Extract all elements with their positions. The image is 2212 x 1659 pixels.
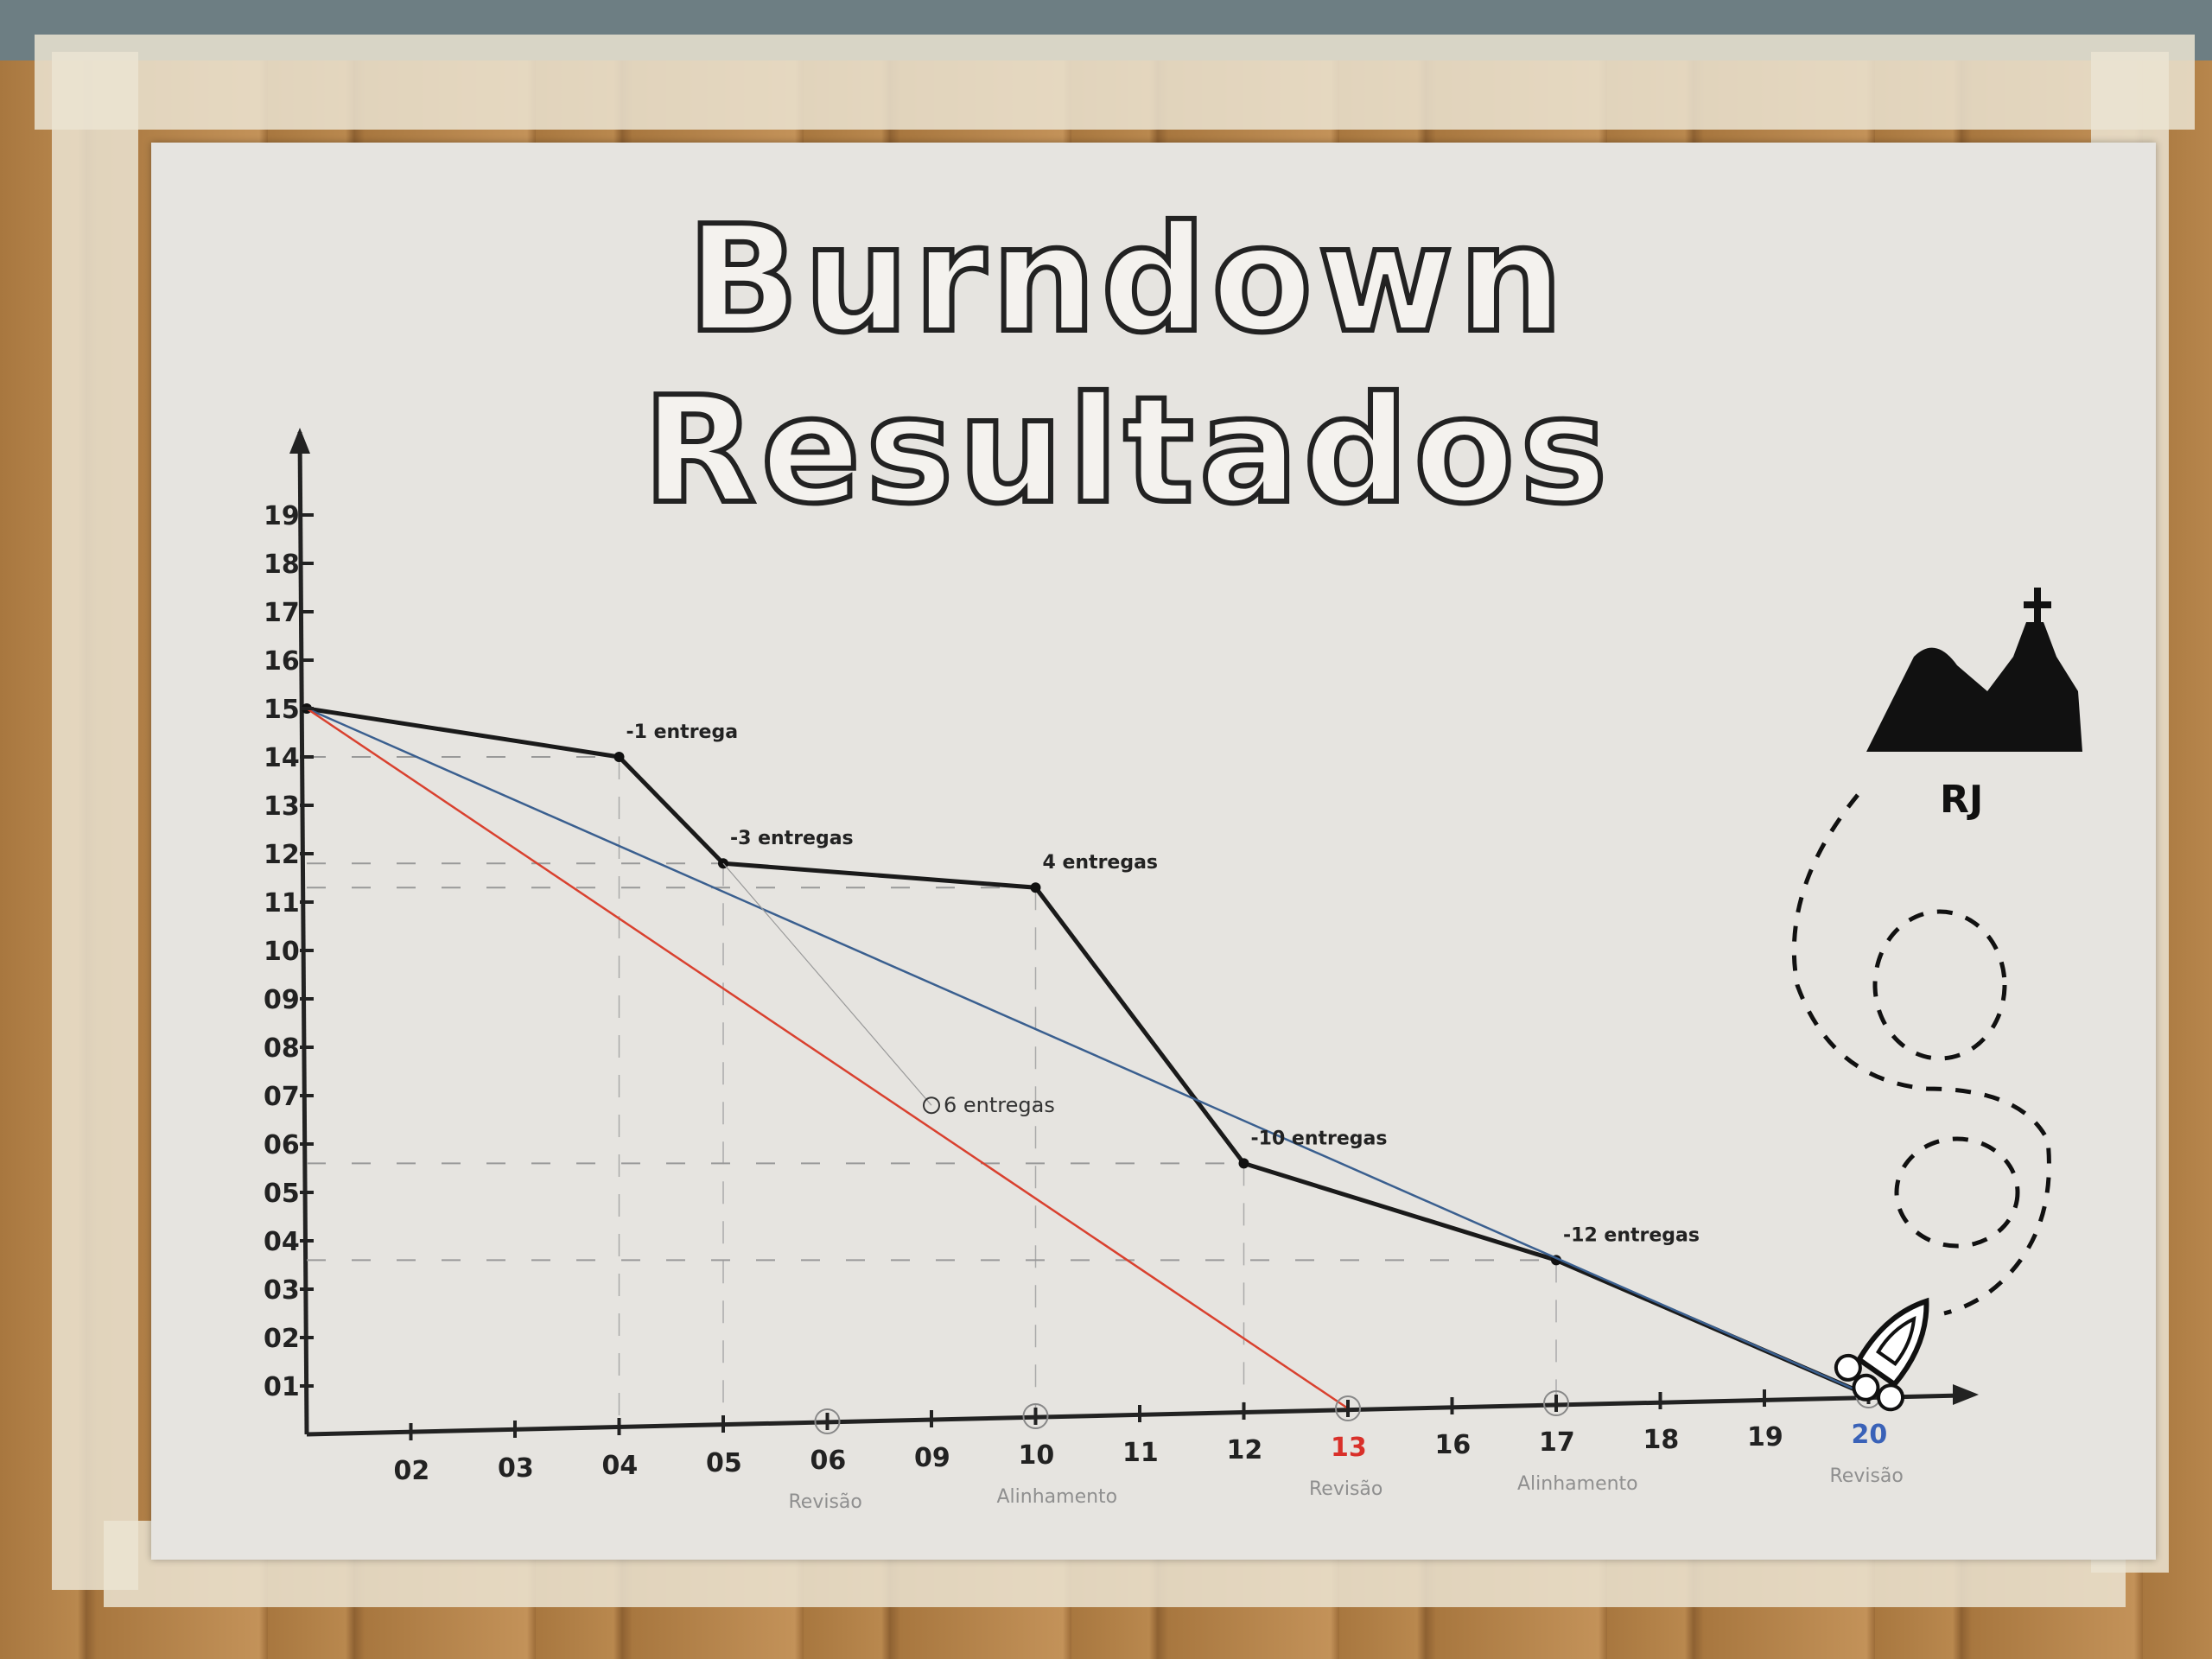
x-tick-label: 03 xyxy=(498,1453,534,1484)
milestone-label: Revisão xyxy=(789,1491,862,1513)
dashed-loop-icon xyxy=(1894,1136,2020,1249)
x-tick-label: 04 xyxy=(602,1451,639,1481)
y-tick-label: 06 xyxy=(264,1130,300,1160)
series-line-1 xyxy=(306,707,1870,1397)
chart-title: Burndown Resultados xyxy=(640,192,1613,539)
y-tick-label: 10 xyxy=(264,937,300,967)
x-axis xyxy=(306,1393,1962,1437)
y-tick-label: 05 xyxy=(264,1179,300,1209)
y-tick-label: 03 xyxy=(264,1275,300,1306)
milestone-marker xyxy=(1022,1403,1049,1429)
x-tick-label: 12 xyxy=(1227,1435,1263,1465)
y-tick-label: 16 xyxy=(264,646,300,677)
point-marker xyxy=(923,1096,940,1115)
axes xyxy=(289,428,1979,1437)
data-point xyxy=(1238,1158,1249,1169)
x-tick-label: 19 xyxy=(1747,1422,1783,1452)
y-tick-label: 01 xyxy=(264,1372,300,1402)
guide-lines xyxy=(307,756,1557,1427)
x-axis-arrow-icon xyxy=(1953,1384,1979,1405)
goal-label: RJ xyxy=(1940,778,1983,822)
y-tick-label: 19 xyxy=(264,501,300,531)
goal-illustration: RJ xyxy=(1791,588,2082,1412)
y-tick-label: 11 xyxy=(264,888,300,918)
x-tick-label: 05 xyxy=(706,1448,742,1478)
dashed-path-icon xyxy=(1791,793,2051,1316)
annotation-label: -1 entrega xyxy=(626,721,739,743)
y-tick-label: 12 xyxy=(264,840,300,870)
milestone-marker xyxy=(1335,1395,1361,1421)
annotation-label: -10 entregas xyxy=(1251,1128,1388,1149)
tape-top xyxy=(35,35,2195,130)
y-tick-label: 07 xyxy=(264,1082,300,1112)
mountain-christ-redeemer-icon xyxy=(1866,622,2082,752)
y-tick-label: 18 xyxy=(264,550,300,580)
y-tick-label: 08 xyxy=(264,1033,300,1064)
y-tick-label: 15 xyxy=(264,695,300,725)
y-axis xyxy=(297,431,309,1435)
x-tick-label: 18 xyxy=(1643,1425,1680,1455)
data-point xyxy=(613,752,625,762)
milestone-marker xyxy=(814,1408,841,1434)
series-line-2 xyxy=(306,707,1349,1410)
annotation-label: -3 entregas xyxy=(730,828,854,849)
y-tick-label: 14 xyxy=(264,743,300,773)
x-tick-label: 20 xyxy=(1852,1420,1888,1450)
data-point xyxy=(1030,882,1041,893)
y-tick-label: 17 xyxy=(264,598,300,628)
series-lines xyxy=(302,703,1874,1410)
milestone-label: Alinhamento xyxy=(1517,1473,1638,1495)
series-line-3 xyxy=(722,862,932,1106)
rocket-icon xyxy=(1834,1297,1929,1412)
milestone-label: Alinhamento xyxy=(997,1486,1118,1508)
x-tick-label: 17 xyxy=(1539,1427,1575,1458)
x-tick-label: 02 xyxy=(394,1456,430,1486)
x-tick-label: 06 xyxy=(810,1446,847,1476)
tick-labels: 01 02 03 04 05 06 07 08 09 10 11 12 13 14 15 16 17 18 19 02… xyxy=(264,501,1887,1486)
y-tick-label: 09 xyxy=(264,985,300,1015)
milestone-label: Revisão xyxy=(1830,1465,1904,1487)
milestone-label: Revisão xyxy=(1309,1478,1382,1500)
x-tick-label: 09 xyxy=(914,1443,950,1473)
annotation-label: 4 entregas xyxy=(1043,852,1159,874)
y-tick-label: 04 xyxy=(264,1227,300,1257)
y-tick-label: 02 xyxy=(264,1324,300,1354)
x-tick-label: 13 xyxy=(1331,1433,1367,1463)
x-tick-label: 11 xyxy=(1122,1438,1159,1468)
annotation-label: -12 entregas xyxy=(1563,1224,1700,1246)
christ-statue-icon xyxy=(2024,588,2051,631)
annotation-label: 6 entregas xyxy=(944,1093,1055,1117)
annotations: -1 entrega -3 entregas 4 entregas 6 entrega… xyxy=(626,721,1904,1513)
milestone-marker xyxy=(1543,1390,1569,1416)
tape-left xyxy=(52,52,138,1590)
x-tick-label: 10 xyxy=(1019,1440,1055,1471)
y-axis-arrow-icon xyxy=(289,428,310,454)
x-tick-label: 16 xyxy=(1435,1430,1471,1460)
dashed-loop-icon xyxy=(1872,909,2007,1061)
y-tick-label: 13 xyxy=(264,791,300,822)
